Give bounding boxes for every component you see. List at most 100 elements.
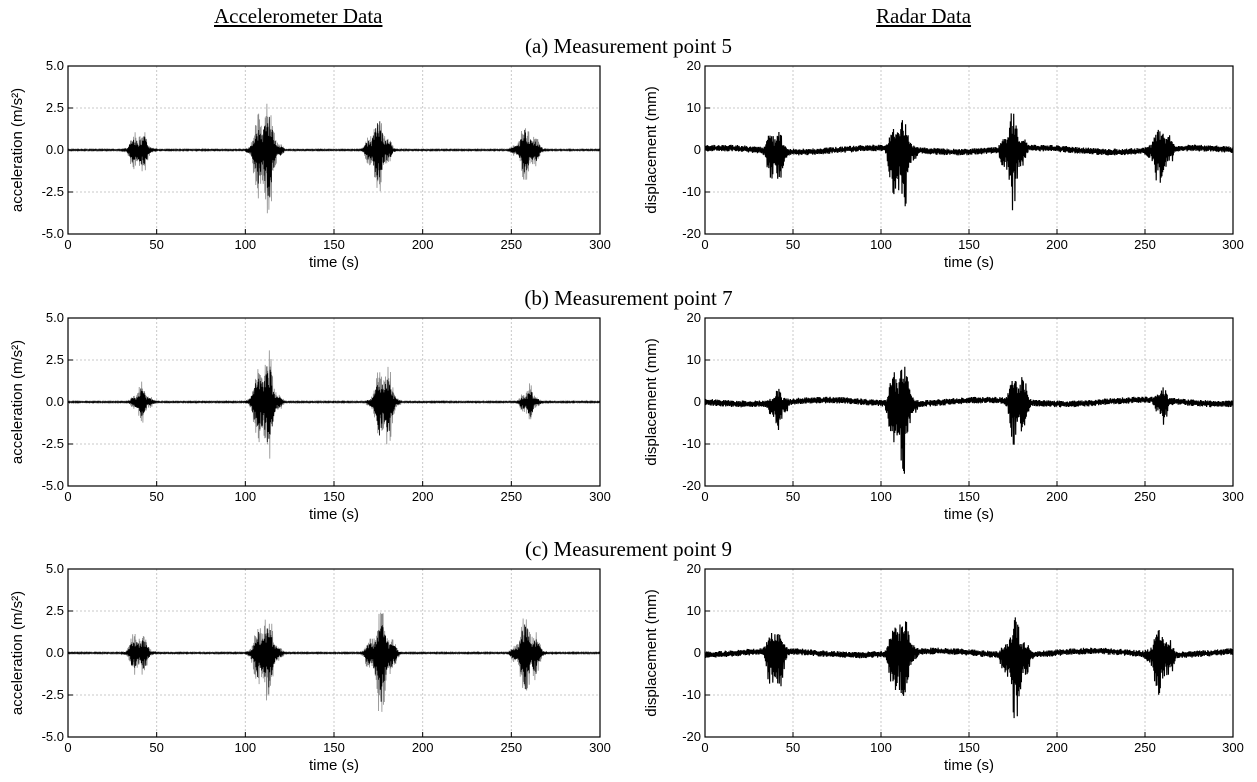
chart-radar-point-5: 0 50 100 150 200 250 300 -20 -10 0 10 20 time (s) dis… — [643, 58, 1244, 271]
row-title-point-7: (b) Measurement point 7 — [524, 286, 733, 310]
x-tick-label: 200 — [1046, 740, 1068, 755]
y-tick-label: -20 — [682, 478, 701, 493]
chart-accel-point-5: 0 50 100 150 200 250 300 -5.0 -2.5 0.0 2.5 5.0 time … — [9, 58, 611, 271]
x-tick-label: 300 — [1222, 740, 1244, 755]
x-tick-label: 50 — [786, 740, 800, 755]
y-tick-label: 20 — [687, 58, 701, 73]
y-tick-label: 5.0 — [46, 310, 64, 325]
y-tick-label: -10 — [682, 184, 701, 199]
x-axis-label: time (s) — [944, 506, 994, 523]
y-tick-label: 0.0 — [46, 142, 64, 157]
x-tick-label: 50 — [786, 489, 800, 504]
row-title-point-5: (a) Measurement point 5 — [524, 34, 733, 58]
x-axis-label: time (s) — [944, 254, 994, 271]
x-tick-label: 100 — [234, 489, 256, 504]
signal-line — [704, 617, 1234, 719]
signal-line — [704, 113, 1234, 211]
x-tick-label: 250 — [1134, 237, 1156, 252]
y-tick-label: -2.5 — [42, 687, 64, 702]
x-tick-label: 300 — [1222, 237, 1244, 252]
y-axis-label: acceleration (m/s²) — [9, 591, 26, 715]
x-tick-label: 50 — [149, 489, 163, 504]
y-tick-label: -2.5 — [42, 184, 64, 199]
x-tick-label: 250 — [1134, 489, 1156, 504]
x-tick-label: 150 — [958, 237, 980, 252]
y-tick-label: -10 — [682, 436, 701, 451]
chart-radar-point-7: 0 50 100 150 200 250 300 -20 -10 0 10 20 time (s) dis… — [643, 310, 1244, 523]
signal-line — [704, 366, 1234, 474]
x-tick-label: 150 — [323, 489, 345, 504]
row-title-point-9: (c) Measurement point 9 — [524, 537, 733, 561]
x-tick-label: 0 — [64, 740, 71, 755]
y-tick-label: -20 — [682, 226, 701, 241]
x-tick-label: 0 — [701, 237, 708, 252]
x-tick-label: 150 — [323, 740, 345, 755]
x-tick-label: 200 — [412, 740, 434, 755]
x-tick-label: 100 — [870, 237, 892, 252]
y-tick-label: 10 — [687, 100, 701, 115]
x-tick-label: 300 — [589, 740, 611, 755]
column-title-radar: Radar Data — [876, 4, 972, 28]
x-tick-label: 50 — [149, 740, 163, 755]
x-tick-label: 250 — [1134, 740, 1156, 755]
x-tick-label: 0 — [701, 740, 708, 755]
y-axis-label: displacement (mm) — [643, 338, 660, 466]
x-tick-label: 250 — [500, 740, 522, 755]
y-tick-label: -2.5 — [42, 436, 64, 451]
y-axis-label: displacement (mm) — [643, 589, 660, 717]
x-tick-label: 100 — [234, 740, 256, 755]
y-axis-label: acceleration (m/s²) — [9, 88, 26, 212]
x-tick-label: 200 — [412, 489, 434, 504]
y-tick-label: -5.0 — [42, 478, 64, 493]
x-tick-label: 100 — [870, 489, 892, 504]
x-tick-label: 50 — [786, 237, 800, 252]
x-tick-label: 100 — [870, 740, 892, 755]
chart-accel-point-9: 0 50 100 150 200 250 300 -5.0 -2.5 0.0 2.5 5.0 time … — [9, 561, 611, 774]
y-tick-label: 2.5 — [46, 603, 64, 618]
y-tick-label: -5.0 — [42, 226, 64, 241]
x-tick-label: 0 — [64, 489, 71, 504]
signal-line — [67, 366, 601, 443]
x-tick-label: 0 — [64, 237, 71, 252]
x-axis-label: time (s) — [309, 254, 359, 271]
y-axis-label: acceleration (m/s²) — [9, 340, 26, 464]
x-tick-label: 250 — [500, 237, 522, 252]
x-tick-label: 0 — [701, 489, 708, 504]
y-tick-label: 10 — [687, 352, 701, 367]
column-title-accelerometer: Accelerometer Data — [214, 4, 383, 28]
y-tick-label: -20 — [682, 729, 701, 744]
y-tick-label: 0 — [694, 394, 701, 409]
y-tick-label: 20 — [687, 561, 701, 576]
x-axis-label: time (s) — [944, 757, 994, 774]
y-tick-label: 5.0 — [46, 58, 64, 73]
x-tick-label: 150 — [958, 740, 980, 755]
x-tick-label: 300 — [1222, 489, 1244, 504]
x-axis-label: time (s) — [309, 757, 359, 774]
x-tick-label: 200 — [1046, 489, 1068, 504]
x-axis-label: time (s) — [309, 506, 359, 523]
y-tick-label: -5.0 — [42, 729, 64, 744]
y-tick-label: 20 — [687, 310, 701, 325]
x-tick-label: 300 — [589, 237, 611, 252]
signal-line — [67, 624, 601, 702]
chart-radar-point-9: 0 50 100 150 200 250 300 -20 -10 0 10 20 time (s) dis… — [643, 561, 1244, 774]
y-tick-label: 5.0 — [46, 561, 64, 576]
x-tick-label: 150 — [323, 237, 345, 252]
x-tick-label: 50 — [149, 237, 163, 252]
y-tick-label: 10 — [687, 603, 701, 618]
x-tick-label: 250 — [500, 489, 522, 504]
y-tick-label: 2.5 — [46, 100, 64, 115]
y-axis-label: displacement (mm) — [643, 86, 660, 214]
x-tick-label: 300 — [589, 489, 611, 504]
x-tick-label: 100 — [234, 237, 256, 252]
x-tick-label: 200 — [1046, 237, 1068, 252]
y-tick-label: 0 — [694, 645, 701, 660]
y-tick-label: 2.5 — [46, 352, 64, 367]
x-tick-label: 200 — [412, 237, 434, 252]
y-tick-label: 0.0 — [46, 645, 64, 660]
chart-accel-point-7: 0 50 100 150 200 250 300 -5.0 -2.5 0.0 2.5 5.0 time … — [9, 310, 611, 523]
x-tick-label: 150 — [958, 489, 980, 504]
signal-line — [67, 116, 601, 197]
y-tick-label: 0.0 — [46, 394, 64, 409]
